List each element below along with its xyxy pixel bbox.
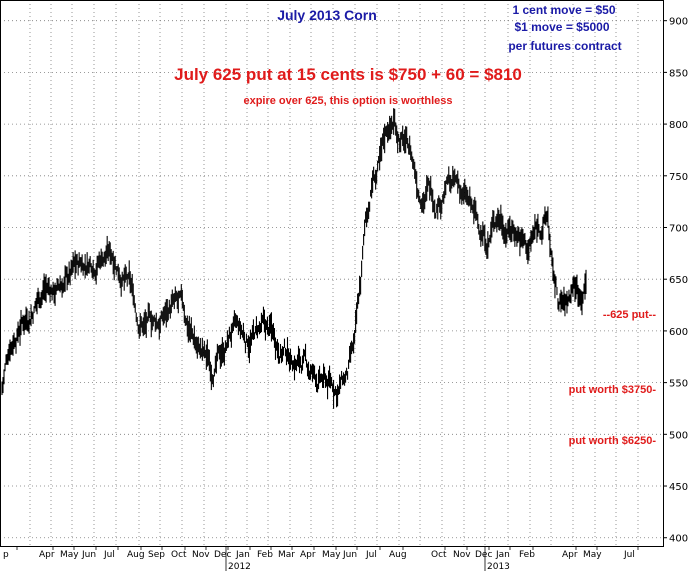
x-tick-label: Feb [519,550,535,560]
x-tick-label: Jan [235,550,250,560]
x-tick-label: May [322,550,341,560]
x-tick-label: Nov [192,550,210,560]
x-tick-label: May [60,550,79,560]
x-tick-label: Jul [103,550,115,560]
x-tick-label: p [3,550,9,560]
x-tick-label: Oct [431,550,447,560]
x-year-label: 2013 [487,562,510,571]
y-tick-label: 850 [669,68,688,79]
y-tick-label: 500 [669,430,688,441]
y-tick-label: 450 [669,482,688,493]
x-tick-label: Jun [342,550,357,560]
y-tick-label: 750 [669,172,688,183]
x-tick-label: Apr [562,550,578,560]
x-tick-label: Jan [495,550,510,560]
x-tick-label: Oct [171,550,187,560]
x-tick-label: Feb [257,550,273,560]
x-tick-label: Apr [39,550,55,560]
y-tick-label: 900 [669,17,688,28]
x-tick-label: Aug [389,550,407,560]
label-put-worth-3750: put worth $3750- [569,384,657,396]
y-tick-label: 550 [669,379,688,390]
x-tick-label: Sep [148,550,165,560]
x-tick-label: May [583,550,602,560]
contract-note-line2: $1 move = $5000 [514,20,609,34]
label-put-worth-6250: put worth $6250- [569,435,657,447]
x-tick-label: Nov [453,550,471,560]
x-tick-label: Dec [475,550,492,560]
x-tick-label: Apr [300,550,316,560]
x-tick-label: Aug [127,550,145,560]
x-tick-label: Dec [214,550,231,560]
x-tick-label: Mar [278,550,295,560]
plot-frame [0,0,664,547]
headline-annotation: July 625 put at 15 cents is $750 + 60 = … [174,65,522,84]
label-625-put: --625 put-- [603,309,657,321]
x-tick-label: Jul [623,550,635,560]
x-tick-label: Jul [365,550,377,560]
y-tick-label: 650 [669,275,688,286]
y-tick-label: 800 [669,120,688,131]
y-tick-label: 600 [669,327,688,338]
x-year-label: 2012 [228,562,251,571]
y-tick-label: 700 [669,224,688,235]
contract-note-line1: 1 cent move = $50 [512,3,615,17]
subline-annotation: expire over 625, this option is worthles… [243,95,452,107]
x-tick-label: Jun [81,550,96,560]
chart-title: July 2013 Corn [277,7,377,23]
y-tick-label: 400 [669,534,688,545]
contract-note-line3: per futures contract [508,39,621,53]
